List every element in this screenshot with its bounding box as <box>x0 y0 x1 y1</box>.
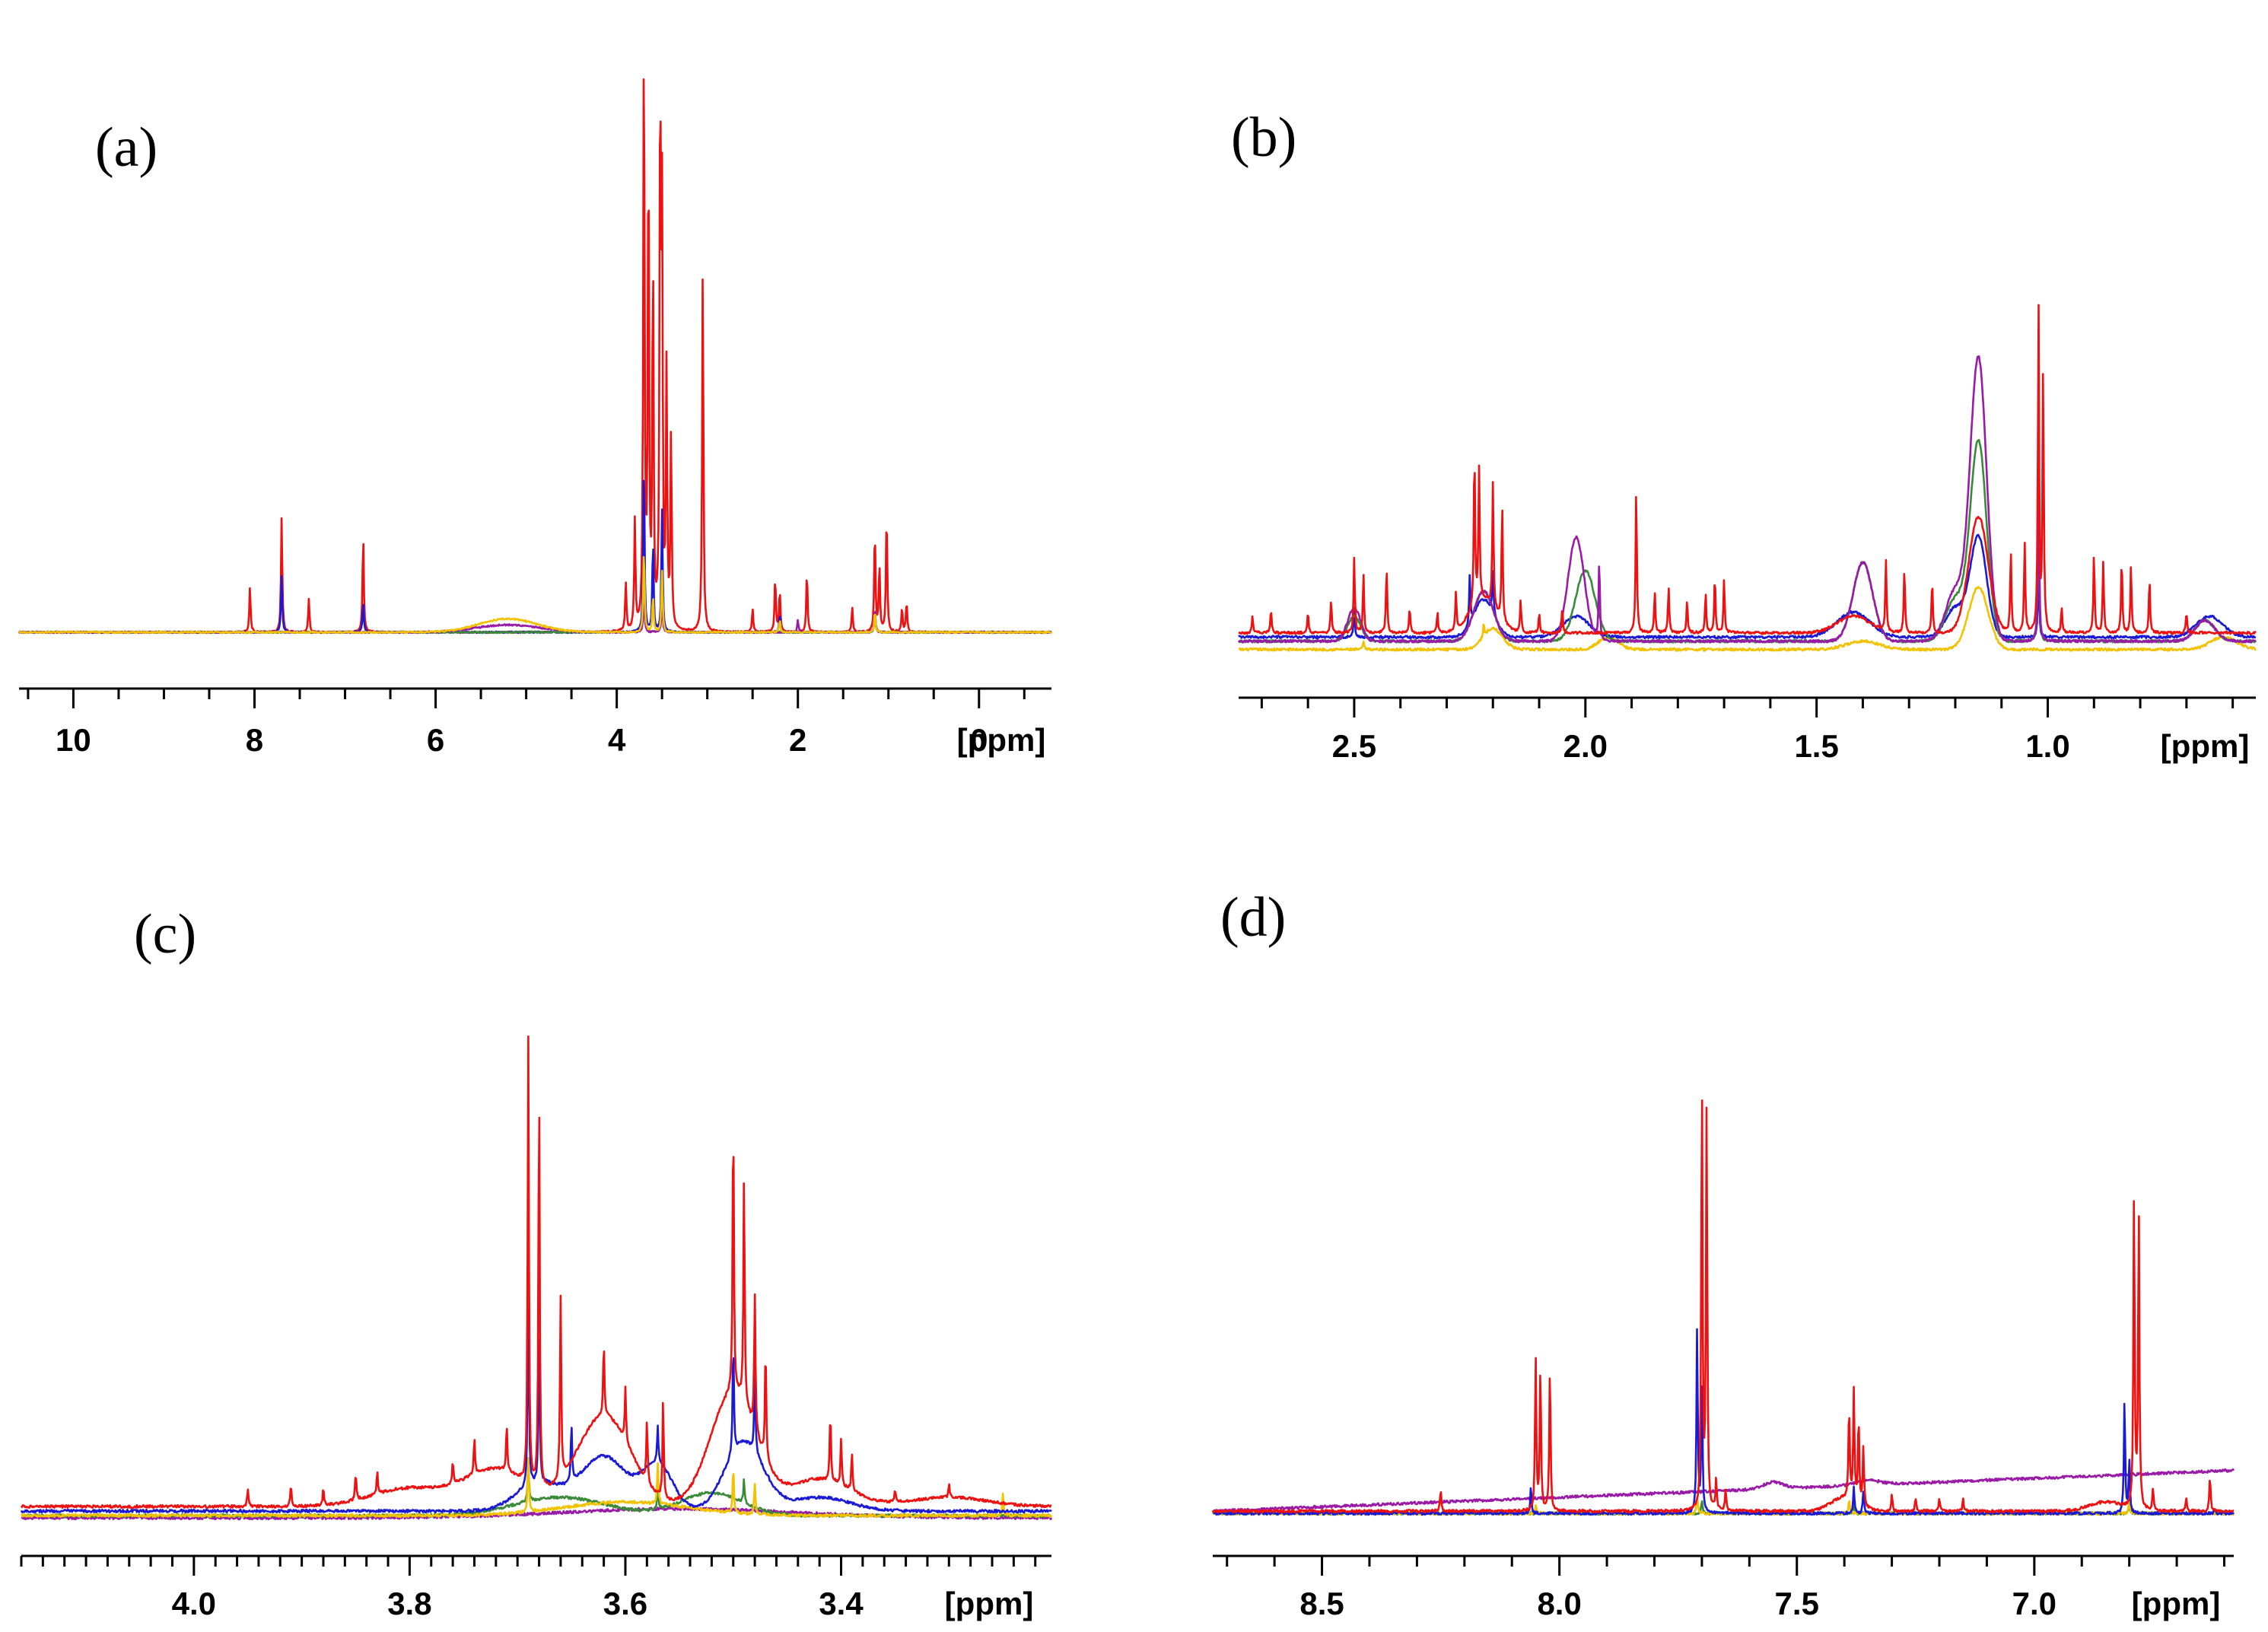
tick-label: 10 <box>56 722 91 758</box>
tick-label: 4 <box>608 722 626 758</box>
tick-label: 7.0 <box>2012 1586 2056 1621</box>
panel-c: (c) 4.0 3.8 3.6 3.4 [ppm] <box>20 903 1053 1621</box>
tick-label: 2.5 <box>1332 728 1376 764</box>
x-ticks-d: 8.5 8.0 7.5 7.0 <box>1226 1556 2226 1621</box>
tick-label: 0 <box>970 722 988 758</box>
x-axis-unit-b: [ppm] <box>2161 728 2250 764</box>
tick-label: 8 <box>246 722 263 758</box>
tick-label: 2.0 <box>1563 728 1608 764</box>
spectrum-trace-blue <box>18 479 1052 635</box>
panel-label-c: (c) <box>134 903 196 966</box>
spectrum-trace-green <box>1237 439 2257 644</box>
x-ticks-b: 2.5 2.0 1.5 1.0 <box>1260 698 2235 764</box>
panel-d: (d) 8.5 8.0 7.5 7.0 [ppm] <box>1211 886 2235 1621</box>
x-ticks-c: 4.0 3.8 3.6 3.4 <box>20 1556 1037 1621</box>
spectrum-trace-red <box>1238 304 2257 635</box>
x-axis-unit-c: [ppm] <box>945 1586 1034 1621</box>
x-axis-unit-d: [ppm] <box>2132 1586 2221 1621</box>
spectrum-traces-c <box>20 1035 1053 1521</box>
spectrum-trace-red <box>1211 1099 2235 1514</box>
tick-label: 8.5 <box>1299 1586 1344 1621</box>
tick-label: 3.8 <box>387 1586 431 1621</box>
tick-label: 1.5 <box>1794 728 1838 764</box>
spectrum-trace-blue <box>1238 533 2257 640</box>
spectrum-trace-yellow <box>21 1456 1052 1519</box>
tick-label: 7.5 <box>1775 1586 1819 1621</box>
tick-label: 6 <box>427 722 444 758</box>
spectrum-trace-red <box>18 78 1052 635</box>
spectrum-trace-purple <box>18 598 1052 635</box>
spectrum-trace-purple <box>1211 1468 2235 1513</box>
tick-label: 4.0 <box>172 1586 216 1621</box>
x-ticks-a: 10 8 6 4 2 0 <box>27 689 1026 758</box>
panel-label-d: (d) <box>1220 886 1286 949</box>
spectrum-trace-blue <box>1212 1328 2235 1516</box>
panel-label-a: (a) <box>95 116 157 179</box>
tick-label: 1.0 <box>2025 728 2069 764</box>
tick-label: 8.0 <box>1537 1586 1581 1621</box>
spectrum-traces-b <box>1237 304 2257 652</box>
tick-label: 2 <box>789 722 806 758</box>
tick-label: 3.6 <box>603 1586 647 1621</box>
x-axis-unit-a: [ppm] <box>957 722 1046 758</box>
spectrum-traces-a <box>18 78 1052 635</box>
panel-b: (b) 2.5 2.0 1.5 1.0 [ppm] <box>1231 107 2257 764</box>
panel-label-b: (b) <box>1231 107 1296 169</box>
spectrum-trace-red <box>20 1035 1052 1510</box>
spectrum-trace-purple <box>1238 355 2257 644</box>
tick-label: 3.4 <box>819 1586 864 1621</box>
spectrum-traces-d <box>1211 1099 2235 1516</box>
panel-a: (a) 10 8 6 4 2 0 [ppm] <box>18 78 1052 758</box>
spectrum-trace-blue <box>20 1280 1052 1514</box>
spectrum-trace-yellow <box>1238 586 2257 652</box>
spectrum-trace-yellow <box>18 555 1052 635</box>
